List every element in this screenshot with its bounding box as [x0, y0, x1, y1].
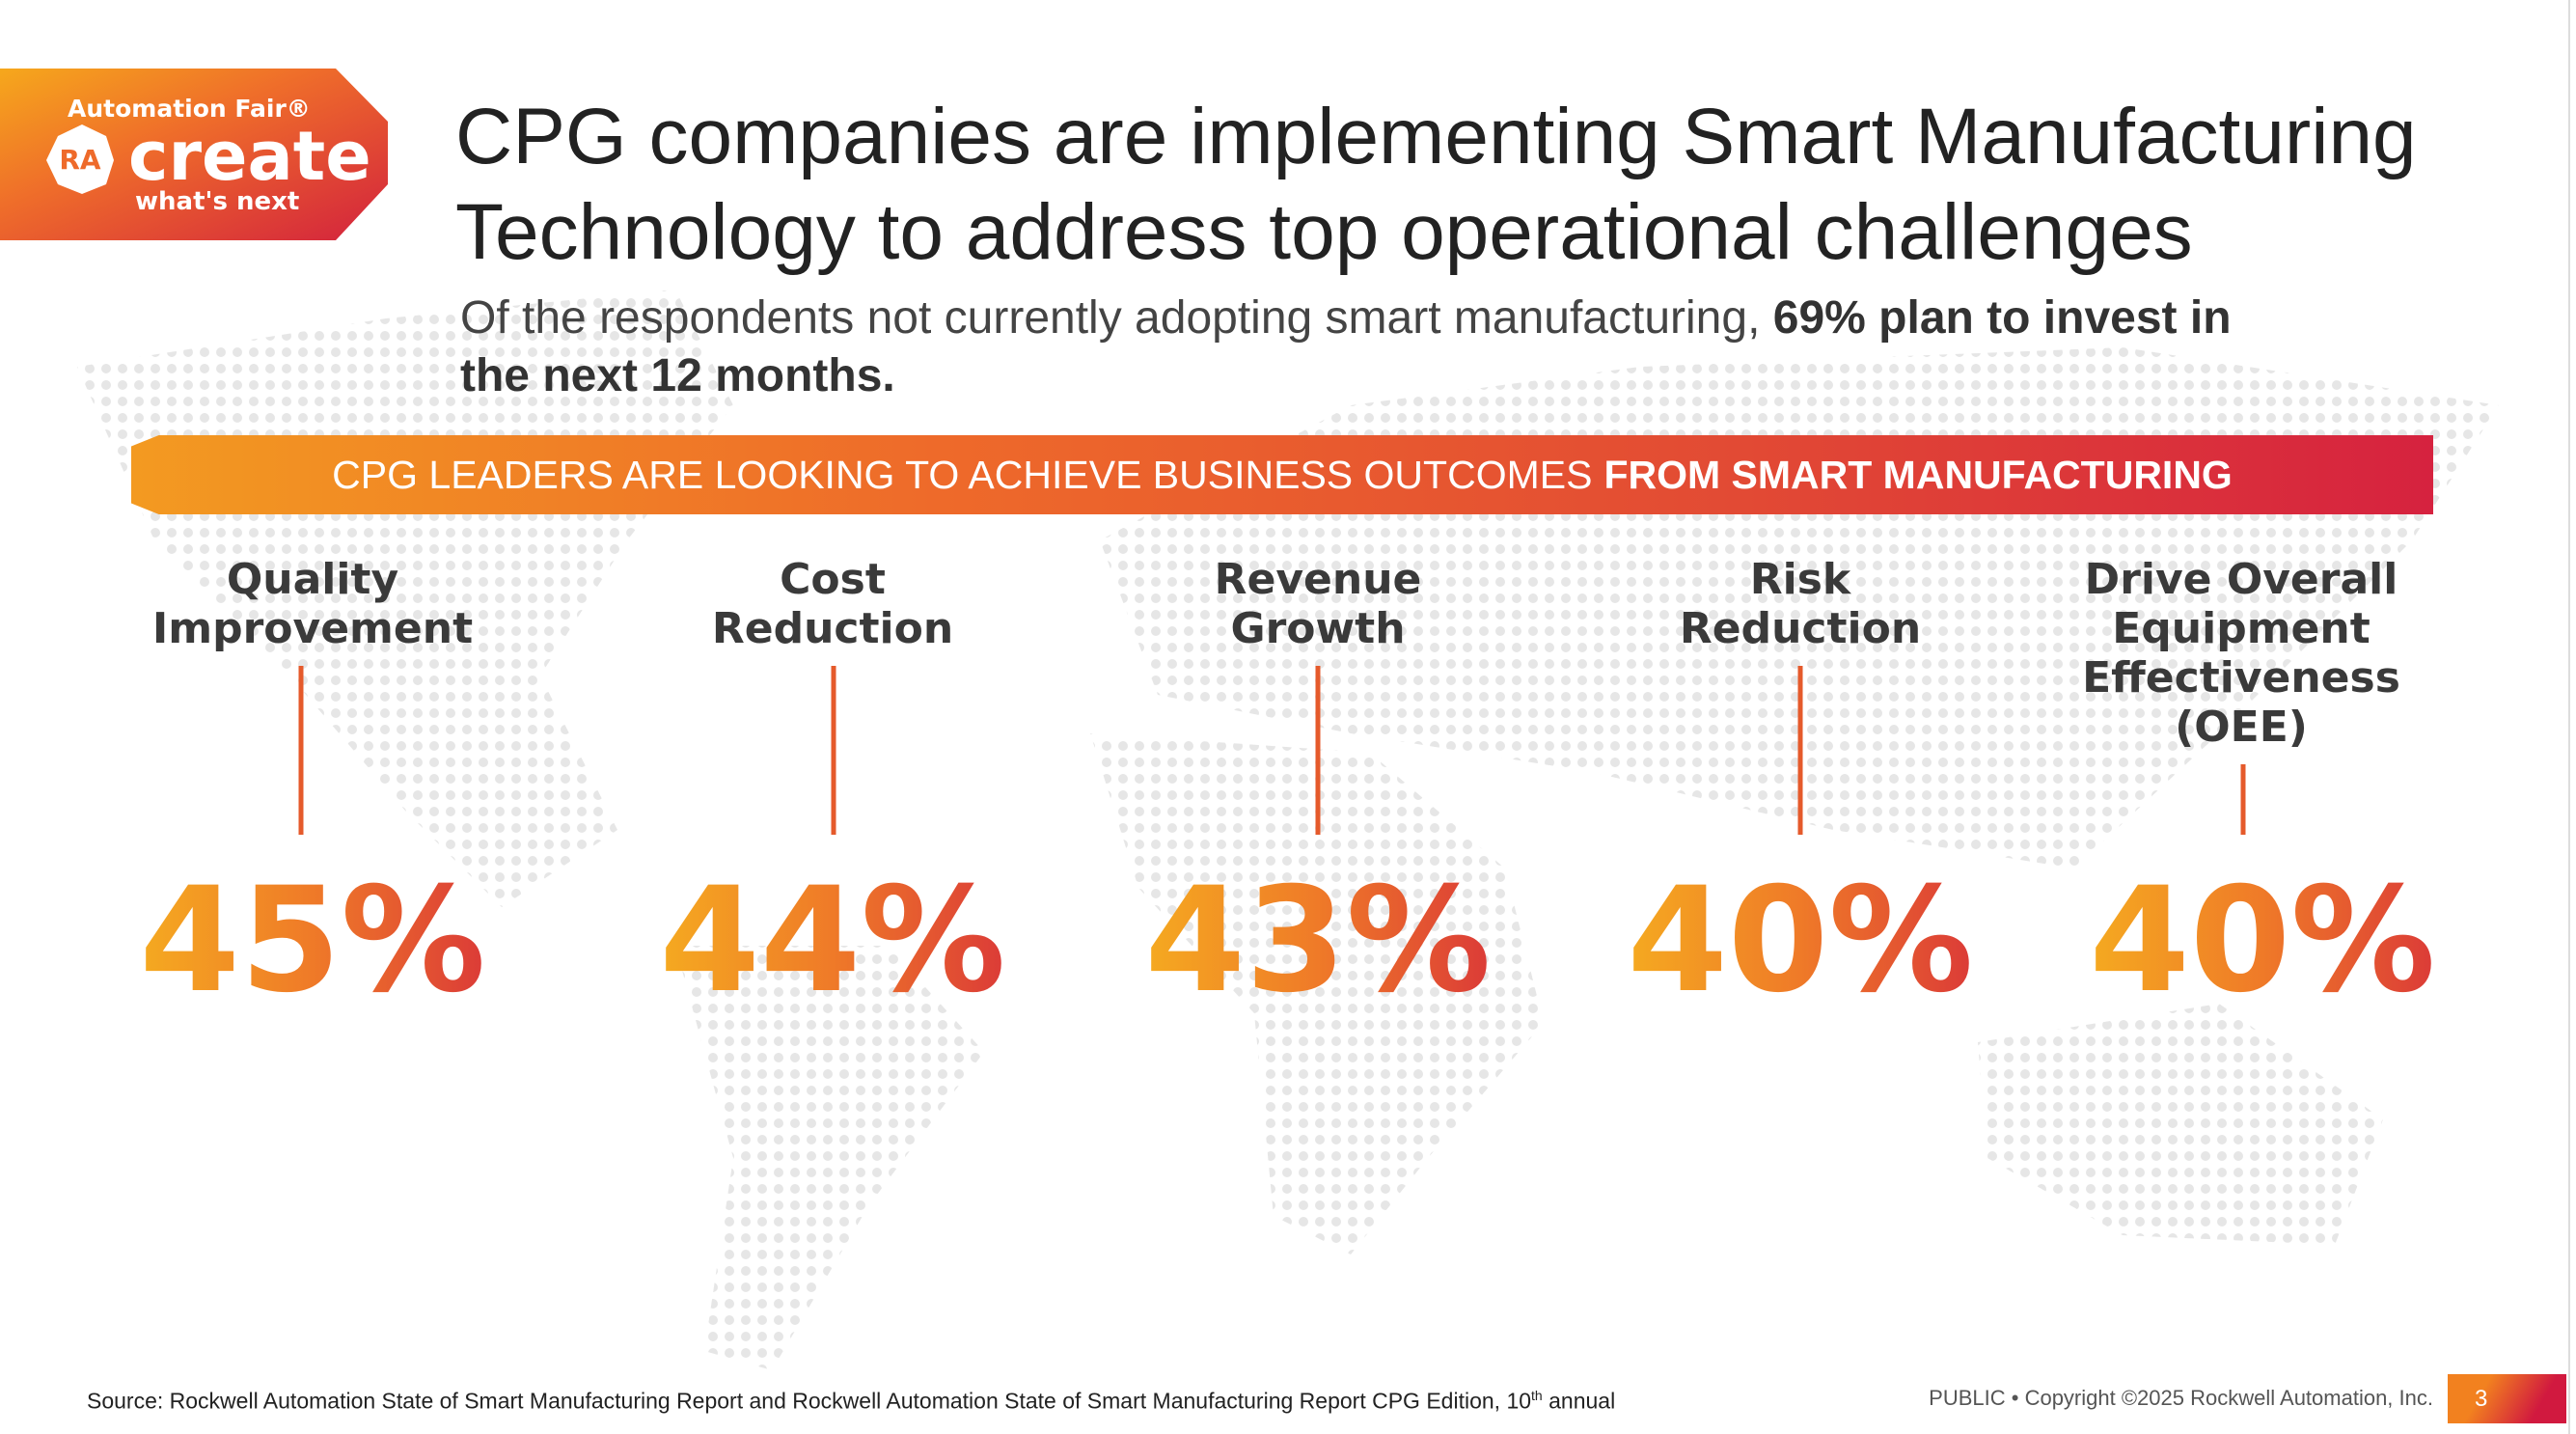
- subtitle-regular: Of the respondents not currently adoptin…: [460, 292, 1761, 344]
- outcome-percentage: 43%: [1115, 849, 1521, 1033]
- connector-line: [1315, 666, 1321, 835]
- outcome-label: Quality Improvement: [151, 555, 474, 653]
- source-text-end: annual: [1542, 1388, 1616, 1414]
- subtitle-bold: 69% plan to invest in the next 12 months…: [460, 292, 2232, 401]
- outcome-label: Cost Reduction: [711, 555, 954, 653]
- source-note: Source: Rockwell Automation State of Sma…: [87, 1388, 1615, 1415]
- outcome-percentage: 40%: [2060, 849, 2465, 1033]
- source-text: Source: Rockwell Automation State of Sma…: [87, 1388, 1532, 1414]
- outcome-label: Revenue Growth: [1214, 555, 1422, 653]
- outcome-label: Drive Overall Equipment Effectiveness (O…: [2082, 555, 2400, 752]
- page-number: 3: [2448, 1374, 2566, 1423]
- banner-regular: CPG LEADERS ARE LOOKING TO ACHIEVE BUSIN…: [332, 452, 1593, 497]
- outcome-label: Risk Reduction: [1679, 555, 1922, 653]
- connector-line: [298, 666, 304, 835]
- outcome-percentage: 44%: [630, 849, 1035, 1033]
- subtitle: Of the respondents not currently adoptin…: [460, 290, 2293, 405]
- svg-text:create: create: [128, 117, 371, 196]
- connector-line: [831, 666, 836, 835]
- connector-line: [1797, 666, 1803, 835]
- page-title: CPG companies are implementing Smart Man…: [455, 93, 2417, 276]
- automation-fair-create-logo: RA Automation Fair® create what's next: [0, 69, 388, 240]
- slide-edge-divider: [2568, 0, 2570, 1434]
- svg-text:Automation Fair®: Automation Fair®: [68, 95, 311, 123]
- outcomes-banner: CPG LEADERS ARE LOOKING TO ACHIEVE BUSIN…: [131, 435, 2433, 514]
- svg-text:what's next: what's next: [135, 187, 299, 216]
- connector-line: [2240, 764, 2246, 835]
- source-superscript: th: [1531, 1388, 1543, 1403]
- outcome-percentage: 40%: [1598, 849, 2003, 1033]
- outcome-percentage: 45%: [110, 849, 515, 1033]
- banner-bold: FROM SMART MANUFACTURING: [1603, 452, 2233, 497]
- logo-ra-mark: RA: [59, 144, 101, 176]
- copyright: PUBLIC • Copyright ©2025 Rockwell Automa…: [1929, 1386, 2433, 1410]
